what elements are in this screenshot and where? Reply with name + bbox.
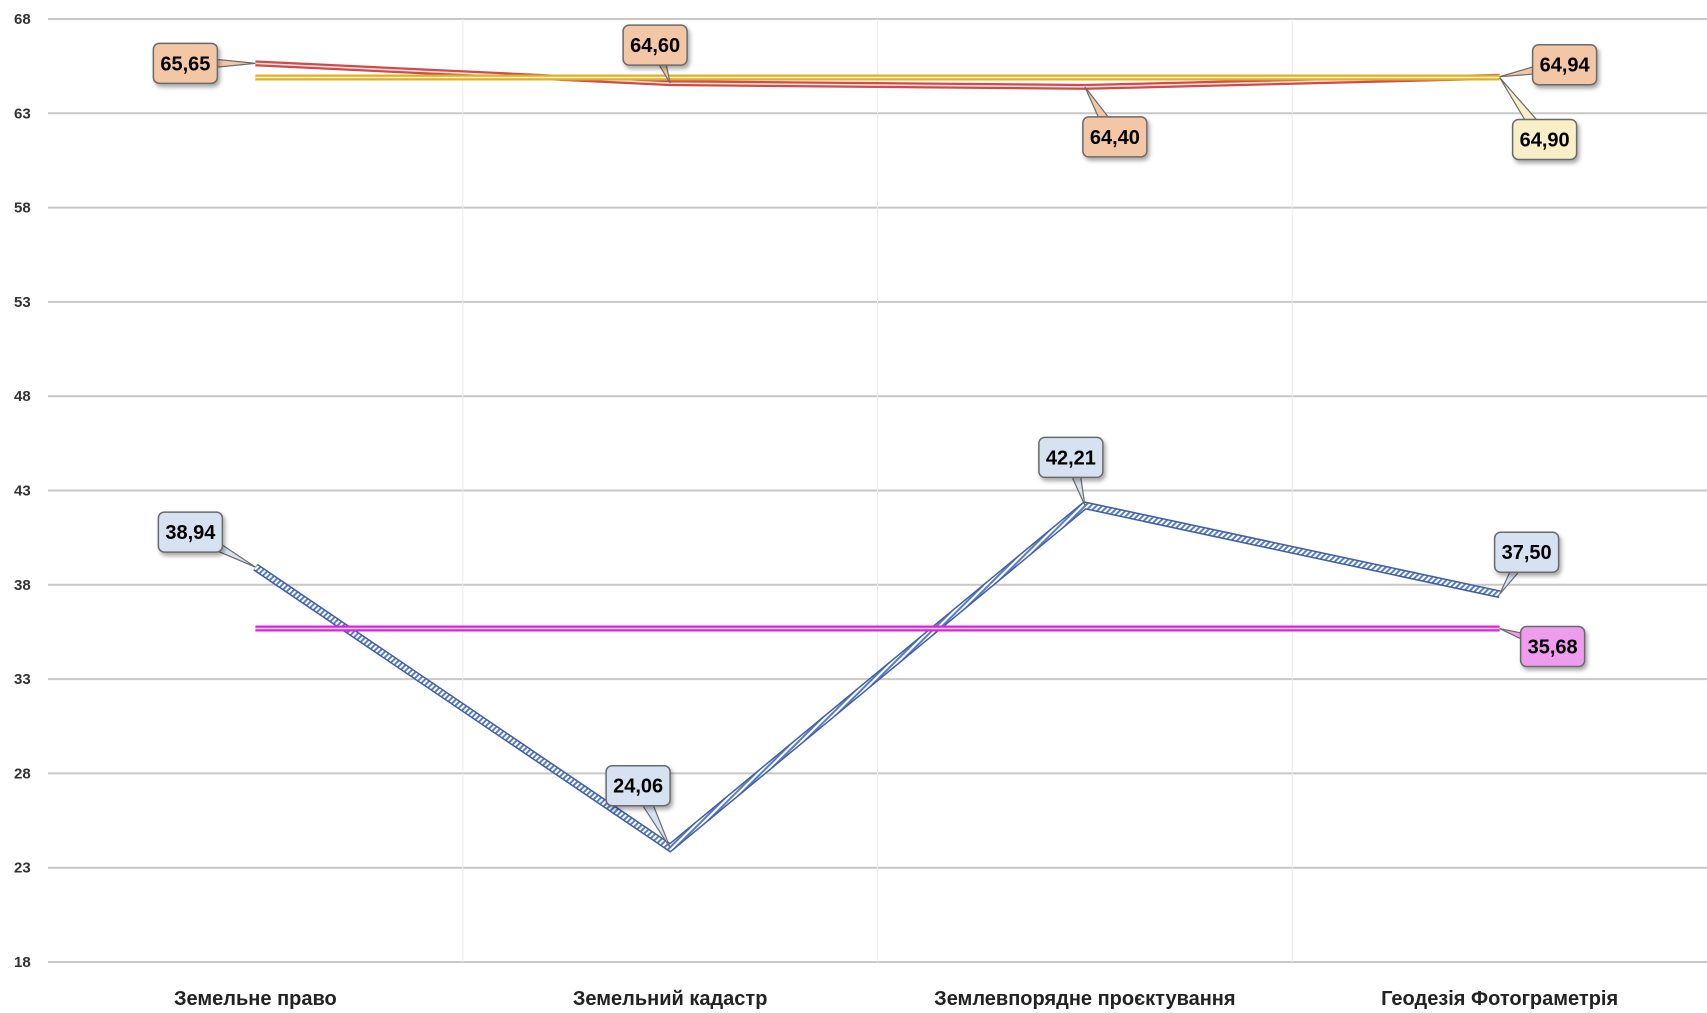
data-label: 64,60 [630,35,680,57]
y-tick-label: 23 [14,860,31,877]
y-tick-label: 18 [14,954,31,971]
data-label: 24,06 [613,776,663,798]
x-tick-label: Земельний кадастр [573,988,768,1010]
data-labels: 65,65 64,60 64,40 64,94 64,90 38,94 24,06 42,21… [152,24,1598,849]
data-label-callout: 42,21 [1038,436,1104,506]
callout-box [1519,625,1586,668]
callout-box [152,42,219,85]
callout-box [605,764,671,807]
data-label-callout: 64,40 [1082,86,1148,158]
data-label-callout: 64,90 [1499,77,1578,161]
data-label: 35,68 [1528,637,1578,659]
y-tick-label: 53 [14,294,31,311]
x-tick-label: Геодезія Фотограметрія [1381,988,1618,1010]
y-axis: 68 63 58 53 48 43 38 33 28 23 18 [14,11,31,971]
gridlines [48,18,1707,963]
series-line-2 [253,501,1501,853]
data-label: 65,65 [160,53,210,75]
series-line-fill [253,502,1501,851]
callout-box [1493,531,1560,573]
callout-box [1038,436,1104,479]
x-axis: Земельне право Земельний кадастр Землевпор… [174,988,1618,1010]
callout-box [1511,118,1578,161]
data-label: 38,94 [165,522,216,544]
data-label: 64,94 [1540,55,1591,77]
data-label-callout: 37,50 [1493,531,1560,595]
y-tick-label: 33 [14,671,31,688]
data-label: 37,50 [1502,542,1552,564]
series-line-core [255,62,1500,88]
data-label-callout: 24,06 [605,764,671,849]
data-label-callout: 64,94 [1499,43,1598,86]
callout-box [622,24,688,66]
y-tick-label: 68 [14,11,31,28]
y-tick-label: 48 [14,388,31,405]
x-tick-label: Земельне право [174,988,337,1010]
data-label: 64,40 [1090,127,1140,149]
data-label-callout: 65,65 [152,42,256,85]
y-tick-label: 63 [14,105,31,122]
y-tick-label: 38 [14,577,31,594]
series-line-0 [255,60,1500,90]
data-label: 64,90 [1520,129,1570,151]
callout-box [1082,116,1148,158]
callout-box [1531,43,1598,86]
callout-box [157,511,224,553]
y-tick-label: 58 [14,200,31,217]
data-label-callout: 38,94 [157,511,256,568]
data-label-callout: 64,60 [622,24,688,84]
data-label: 42,21 [1046,447,1096,469]
y-tick-label: 43 [14,483,31,500]
y-tick-label: 28 [14,765,31,782]
series-lines [253,60,1501,853]
data-label-callout: 35,68 [1499,625,1586,668]
x-tick-label: Землевпорядне проєктування [934,988,1235,1010]
